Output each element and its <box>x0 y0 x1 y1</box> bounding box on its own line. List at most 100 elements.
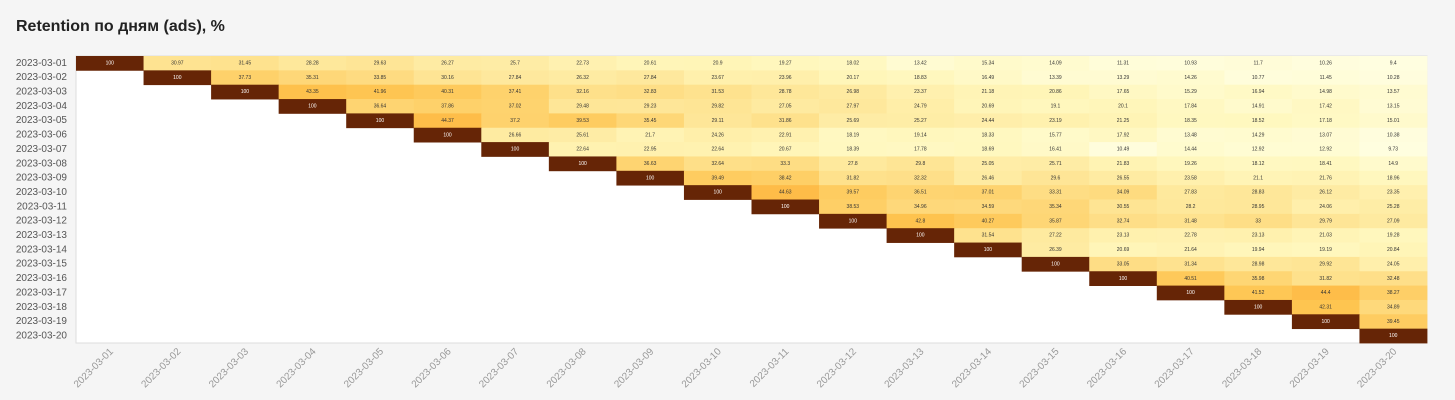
heatmap-cell <box>954 156 1023 172</box>
heatmap-cell <box>1156 113 1225 129</box>
heatmap-cell <box>1224 199 1293 215</box>
cell-value-label: 19.14 <box>914 132 927 138</box>
heatmap-cell <box>1156 156 1225 172</box>
cell-value-label: 14.44 <box>1184 147 1197 153</box>
cell-value-label: 100 <box>646 175 655 181</box>
heatmap-cell <box>346 84 415 100</box>
heatmap-cell <box>1224 156 1293 172</box>
column-label: 2023-03-17 <box>1153 346 1197 390</box>
cell-value-label: 40.51 <box>1184 276 1197 282</box>
heatmap-cell <box>1291 142 1360 157</box>
heatmap-cell <box>1021 127 1090 143</box>
heatmap-cell <box>886 99 955 114</box>
cell-value-label: 38.42 <box>779 175 792 181</box>
cell-value-label: 100 <box>241 89 250 95</box>
cell-value-label: 43.35 <box>306 89 319 95</box>
heatmap-cell <box>413 113 482 129</box>
heatmap-cell <box>211 70 280 86</box>
cell-value-label: 35.31 <box>306 75 319 81</box>
column-label: 2023-03-04 <box>275 346 319 390</box>
cell-value-label: 16.41 <box>1049 147 1062 153</box>
cell-value-label: 31.86 <box>779 118 792 124</box>
cell-value-label: 100 <box>308 104 317 110</box>
heatmap-cell <box>413 84 482 100</box>
cell-value-label: 17.65 <box>1117 89 1130 95</box>
heatmap-cell <box>1089 84 1158 100</box>
heatmap-cell <box>683 170 752 186</box>
cell-value-label: 100 <box>173 75 182 81</box>
heatmap-cell <box>616 99 685 114</box>
cell-value-label: 21.25 <box>1117 118 1130 124</box>
cell-value-label: 23.19 <box>1049 118 1062 124</box>
heatmap-cell <box>683 99 752 114</box>
heatmap-cell <box>1359 256 1428 272</box>
cell-value-label: 26.66 <box>509 132 522 138</box>
cell-value-label: 14.29 <box>1252 132 1265 138</box>
cell-value-label: 16.49 <box>982 75 995 81</box>
row-label: 2023-03-18 <box>16 302 68 313</box>
cell-value-label: 27.09 <box>1387 218 1400 224</box>
heatmap-cell <box>1156 242 1225 258</box>
cell-value-label: 100 <box>511 147 520 153</box>
cell-value-label: 17.18 <box>1319 118 1332 124</box>
heatmap-cell <box>481 127 550 143</box>
cell-value-label: 18.33 <box>982 132 995 138</box>
cell-value-label: 20.17 <box>847 75 860 81</box>
heatmap-cell <box>683 127 752 143</box>
heatmap-cell <box>954 228 1023 243</box>
row-label: 2023-03-16 <box>16 273 68 284</box>
heatmap-cell <box>1291 242 1360 258</box>
heatmap-cell <box>1089 113 1158 129</box>
heatmap-cell <box>1359 156 1428 172</box>
heatmap-cell <box>1089 213 1158 229</box>
cell-value-label: 19.26 <box>1184 161 1197 167</box>
heatmap-cell <box>751 199 820 215</box>
cell-value-label: 9.4 <box>1390 60 1397 66</box>
cell-value-label: 20.67 <box>779 147 792 153</box>
cell-value-label: 10.93 <box>1184 60 1197 66</box>
heatmap-cell <box>346 99 415 114</box>
heatmap-cell <box>548 84 617 100</box>
cell-value-label: 35.45 <box>644 118 657 124</box>
heatmap-cell <box>1021 99 1090 114</box>
heatmap-cell <box>819 84 887 100</box>
heatmap-cell <box>886 56 955 71</box>
cell-value-label: 33 <box>1255 218 1261 224</box>
cell-value-label: 22.64 <box>576 147 589 153</box>
cell-value-label: 15.77 <box>1049 132 1062 138</box>
cell-value-label: 15.29 <box>1184 89 1197 95</box>
heatmap-cell <box>1359 299 1428 315</box>
cell-value-label: 19.94 <box>1252 247 1265 253</box>
cell-value-label: 35.98 <box>1252 276 1265 282</box>
cell-value-label: 11.7 <box>1253 60 1263 66</box>
heatmap-cell <box>1224 127 1293 143</box>
column-labels: 2023-03-01 2023-03-02 2023-03-03 2023-03-04… <box>72 346 1400 390</box>
heatmap-cell <box>886 70 955 86</box>
row-labels: 2023-03-01 2023-03-02 2023-03-03 2023-03-04… <box>16 58 68 342</box>
heatmap-cell <box>1291 56 1360 71</box>
column-label: 2023-03-14 <box>950 346 994 390</box>
cell-value-label: 34.59 <box>982 204 995 210</box>
cell-value-label: 100 <box>781 204 790 210</box>
row-label: 2023-03-04 <box>16 101 68 112</box>
heatmap-cell <box>278 84 347 100</box>
cell-value-label: 22.95 <box>644 147 657 153</box>
heatmap-cell <box>1359 56 1428 71</box>
cell-value-label: 27.84 <box>509 75 522 81</box>
cell-value-label: 29.6 <box>1051 175 1061 181</box>
heatmap-cell <box>1021 170 1090 186</box>
cell-value-label: 40.31 <box>441 89 454 95</box>
heatmap-cell <box>1224 242 1293 258</box>
row-label: 2023-03-07 <box>16 144 68 155</box>
cell-value-label: 38.53 <box>847 204 860 210</box>
cell-value-label: 25.69 <box>847 118 860 124</box>
cell-value-label: 25.71 <box>1049 161 1062 167</box>
cell-value-label: 21.83 <box>1117 161 1130 167</box>
cell-value-label: 39.53 <box>576 118 589 124</box>
cell-value-label: 25.27 <box>914 118 927 124</box>
cell-value-label: 35.87 <box>1049 218 1062 224</box>
cell-value-label: 28.83 <box>1252 190 1265 196</box>
heatmap-cell <box>819 70 887 86</box>
cell-value-label: 19.19 <box>1319 247 1332 253</box>
cell-value-label: 20.1 <box>1118 104 1128 110</box>
